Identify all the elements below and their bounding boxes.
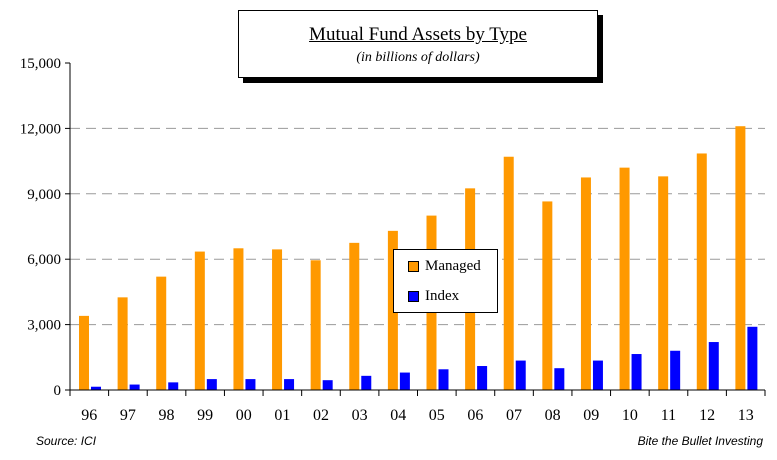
bar-managed xyxy=(658,176,669,390)
y-tick-label: 6,000 xyxy=(27,252,61,268)
bar-index xyxy=(399,372,410,390)
bar-index xyxy=(554,368,565,390)
y-tick-label: 3,000 xyxy=(27,318,61,334)
bar-index xyxy=(592,360,603,390)
bar-index xyxy=(670,350,681,390)
x-tick-label: 99 xyxy=(197,407,213,424)
x-tick-label: 00 xyxy=(236,407,252,424)
bar-managed xyxy=(233,248,244,390)
bar-index xyxy=(477,366,488,390)
bar-index xyxy=(361,375,372,390)
chart-title-box: Mutual Fund Assets by Type (in billions … xyxy=(238,10,598,78)
credit-note: Bite the Bullet Investing xyxy=(637,434,763,448)
bar-managed xyxy=(117,297,128,390)
x-tick-label: 09 xyxy=(583,407,599,424)
bar-managed xyxy=(272,249,283,390)
bar-managed xyxy=(696,153,707,390)
legend-item-managed: Managed xyxy=(408,258,481,275)
bar-managed xyxy=(542,201,553,390)
bar-index xyxy=(708,342,719,390)
chart-title: Mutual Fund Assets by Type xyxy=(309,24,527,45)
gridlines xyxy=(70,127,765,326)
x-tick-label: 01 xyxy=(274,407,290,424)
x-tick-label: 13 xyxy=(738,407,754,424)
bar-managed xyxy=(735,126,746,390)
axes: 0 3,000 6,000 9,000 12,000 15,000 96 97 98 99 00 01… xyxy=(20,56,766,424)
y-tick-label: 0 xyxy=(54,383,62,399)
legend-item-index: Index xyxy=(408,288,459,305)
bar-index xyxy=(438,369,449,390)
bar-index xyxy=(515,360,526,390)
source-note: Source: ICI xyxy=(36,434,97,448)
bar-managed xyxy=(349,242,360,390)
bar-index xyxy=(322,380,333,390)
bar-index xyxy=(631,354,642,390)
x-tick-label: 11 xyxy=(661,407,676,424)
bar-managed xyxy=(194,251,205,390)
bar-index xyxy=(245,379,256,390)
y-tick-label: 9,000 xyxy=(27,187,61,203)
x-tick-label: 03 xyxy=(352,407,368,424)
x-tick-label: 08 xyxy=(545,407,561,424)
x-tick-label: 06 xyxy=(467,407,483,424)
x-tick-label: 07 xyxy=(506,407,522,424)
x-tick-label: 96 xyxy=(81,407,97,424)
bar-index xyxy=(168,382,179,390)
chart-subtitle: (in billions of dollars) xyxy=(356,50,480,65)
bar-managed xyxy=(156,276,167,390)
y-tick-label: 15,000 xyxy=(20,56,61,72)
x-tick-label: 98 xyxy=(159,407,175,424)
x-tick-label: 02 xyxy=(313,407,329,424)
x-tick-label: 05 xyxy=(429,407,445,424)
x-tick-label: 97 xyxy=(120,407,136,424)
bar-managed xyxy=(619,167,630,390)
bar-index xyxy=(284,379,295,390)
y-tick-label: 12,000 xyxy=(20,121,61,137)
legend: Managed Index xyxy=(393,249,498,313)
x-tick-label: 04 xyxy=(390,407,406,424)
x-tick-label: 12 xyxy=(699,407,715,424)
legend-label-index: Index xyxy=(425,288,460,304)
bar-index xyxy=(91,386,101,390)
bar-managed xyxy=(79,315,89,390)
legend-label-managed: Managed xyxy=(425,258,481,274)
x-tick-label: 10 xyxy=(622,407,638,424)
bar-index xyxy=(206,379,217,390)
legend-swatch-managed xyxy=(408,261,419,272)
legend-swatch-index xyxy=(408,291,419,302)
bar-index xyxy=(129,384,140,390)
bar-managed xyxy=(580,177,591,390)
bar-index xyxy=(747,326,758,390)
bar-managed xyxy=(387,230,398,390)
bar-managed xyxy=(310,260,321,390)
bar-managed xyxy=(503,156,514,390)
